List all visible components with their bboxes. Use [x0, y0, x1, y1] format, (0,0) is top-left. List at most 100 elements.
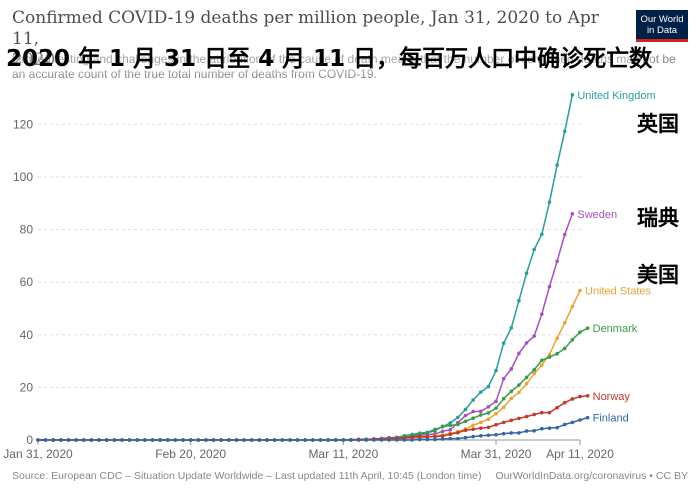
data-point-finland-57	[471, 434, 475, 439]
data-point-norway-48	[417, 434, 422, 439]
data-point-united-states-47	[471, 423, 475, 428]
data-point-united-states-52	[509, 396, 514, 401]
data-point-finland-68	[555, 425, 559, 430]
chart-title: Confirmed COVID-19 deaths per million pe…	[12, 8, 612, 71]
data-point-finland-3	[59, 438, 63, 442]
data-point-norway-70	[585, 394, 590, 398]
data-point-sweden-65	[547, 284, 552, 289]
data-point-finland-18	[173, 438, 178, 442]
y-tick-label-60: 60	[20, 275, 34, 289]
data-point-norway-47	[410, 435, 414, 439]
data-point-finland-39	[333, 438, 338, 442]
data-point-denmark-59	[486, 411, 491, 415]
data-point-finland-72	[585, 415, 590, 420]
data-point-finland-54	[448, 436, 453, 441]
data-point-denmark-55	[456, 422, 460, 427]
data-point-united-states-48	[478, 420, 483, 425]
chinese-label-sweden: 瑞典	[637, 206, 679, 230]
data-point-finland-61	[501, 431, 506, 436]
data-point-finland-42	[356, 438, 361, 442]
source-note: Source: European CDC – Situation Update …	[12, 470, 482, 482]
data-point-finland-50	[417, 437, 422, 442]
data-point-sweden-62	[524, 341, 529, 345]
data-point-finland-26	[234, 438, 239, 442]
data-point-finland-32	[280, 438, 285, 442]
data-point-finland-9	[104, 438, 109, 442]
data-point-finland-10	[112, 438, 117, 442]
data-point-sweden-55	[471, 409, 475, 414]
logo-line-1: Our World	[640, 14, 684, 25]
data-point-finland-52	[433, 437, 437, 442]
data-point-denmark-54	[448, 423, 453, 428]
data-point-finland-46	[387, 438, 391, 442]
data-point-finland-62	[509, 431, 514, 435]
data-point-denmark-70	[570, 337, 575, 342]
title-line-1: Confirmed COVID-19 deaths per million pe…	[12, 8, 599, 49]
data-point-denmark-65	[532, 367, 536, 372]
data-point-norway-61	[517, 416, 521, 421]
data-point-finland-60	[494, 432, 498, 437]
data-point-finland-44	[372, 438, 376, 442]
data-point-finland-56	[463, 435, 468, 440]
our-world-in-data-logo[interactable]: Our World in Data	[636, 10, 688, 42]
data-point-finland-38	[326, 438, 330, 442]
subtitle-line-2: an accurate count of the true total numb…	[12, 67, 377, 81]
data-point-sweden-59	[501, 376, 506, 381]
data-point-finland-27	[242, 438, 246, 442]
data-point-united-states-59	[562, 321, 567, 325]
series-label-united-kingdom: United Kingdom	[577, 90, 655, 102]
data-point-denmark-58	[478, 413, 483, 417]
data-point-denmark-63	[517, 383, 521, 387]
data-point-finland-63	[517, 431, 521, 435]
data-point-sweden-54	[463, 413, 468, 418]
data-point-finland-36	[311, 438, 315, 442]
data-point-finland-45	[379, 438, 384, 442]
x-tick-label-4: Apr 11, 2020	[546, 447, 614, 461]
data-point-united-states-49	[486, 417, 491, 422]
data-point-united-kingdom-58	[494, 368, 498, 373]
data-point-sweden-56	[478, 409, 483, 414]
data-point-finland-40	[341, 438, 346, 442]
data-point-norway-52	[448, 432, 453, 437]
data-point-united-kingdom-55	[471, 398, 475, 402]
data-point-united-states-61	[578, 288, 582, 293]
data-point-denmark-60	[494, 406, 498, 410]
y-tick-label-40: 40	[20, 328, 34, 342]
data-point-finland-22	[204, 438, 208, 442]
data-point-finland-33	[288, 438, 292, 442]
credit-link[interactable]: OurWorldInData.org/coronavirus • CC BY	[495, 470, 688, 482]
data-point-norway-60	[509, 418, 514, 423]
data-point-united-kingdom-61	[517, 298, 521, 303]
data-point-norway-67	[562, 400, 567, 405]
series-line-sweden	[38, 213, 574, 441]
data-point-finland-67	[547, 426, 552, 430]
data-point-finland-2	[51, 438, 56, 442]
data-point-denmark-72	[585, 326, 590, 330]
x-tick-label-2: Mar 11, 2020	[308, 447, 378, 461]
chinese-label-us: 美国	[637, 263, 679, 287]
data-point-denmark-68	[555, 351, 559, 356]
chart-subtitle: Limited testing and challenges in the at…	[12, 52, 692, 82]
title-line-2: 2020	[12, 50, 56, 70]
chinese-label-uk: 英国	[637, 112, 679, 136]
data-point-denmark-62	[509, 389, 514, 394]
data-point-finland-49	[410, 438, 414, 442]
x-tick-label-0: Jan 31, 2020	[3, 447, 73, 461]
data-point-norway-59	[501, 420, 506, 425]
data-point-denmark-53	[440, 424, 445, 429]
data-point-finland-17	[165, 438, 170, 442]
data-point-united-kingdom-54	[463, 407, 468, 412]
data-point-finland-6	[82, 438, 86, 442]
data-point-united-kingdom-68	[570, 93, 575, 97]
data-point-united-kingdom-65	[547, 200, 552, 204]
data-point-united-states-60	[570, 304, 575, 309]
data-point-sweden-60	[509, 367, 514, 371]
data-point-denmark-51	[425, 430, 430, 435]
subtitle-line-1: Limited testing and challenges in the at…	[12, 52, 676, 66]
data-point-norway-55	[471, 427, 475, 432]
data-point-sweden-58	[494, 399, 498, 404]
data-point-finland-59	[486, 433, 491, 438]
data-point-denmark-71	[578, 330, 582, 334]
y-tick-label-100: 100	[13, 170, 33, 184]
